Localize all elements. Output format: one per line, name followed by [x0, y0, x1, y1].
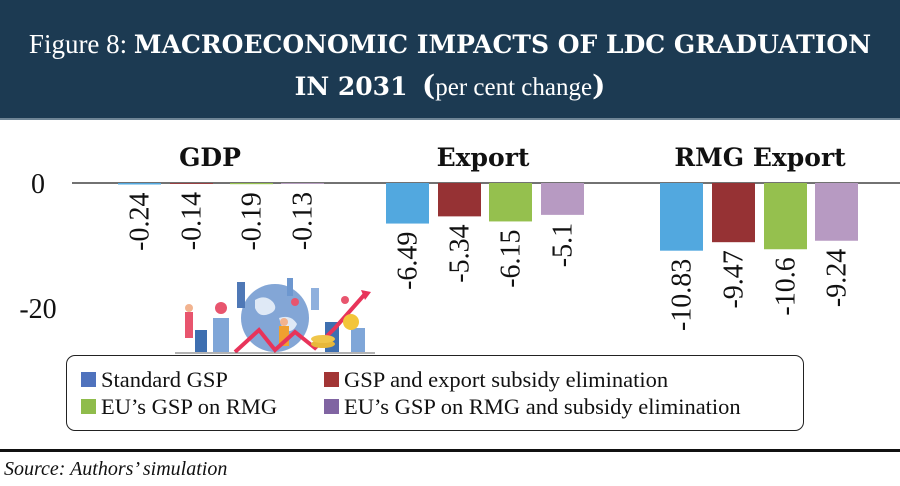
data-label: -0.19	[237, 192, 268, 250]
legend-swatch-eu-gsp-rmg-subsidy	[324, 399, 339, 414]
data-label: -6.15	[496, 229, 527, 287]
figure-number: Figure 8:	[28, 29, 134, 59]
data-label: -5.1	[548, 223, 579, 267]
bar	[815, 183, 858, 241]
global-economy-illustration-icon	[175, 278, 375, 354]
divider-rule	[0, 449, 900, 452]
bar	[118, 183, 161, 185]
data-label: -5.34	[445, 224, 476, 282]
bar	[281, 183, 324, 184]
chart-legend: Standard GSP GSP and export subsidy elim…	[66, 355, 804, 431]
y-tick-label: 0	[31, 169, 45, 200]
figure-title-line-2: IN 2031 (per cent change)	[0, 68, 900, 106]
legend-label: EU’s GSP on RMG and subsidy elimination	[344, 394, 741, 419]
figure-title-year: IN 2031	[294, 72, 408, 101]
legend-label: Standard GSP	[101, 367, 228, 392]
bar	[438, 183, 481, 217]
paren-close: )	[592, 69, 606, 102]
bar	[660, 183, 703, 251]
bar-chart: GDP Export RMG Export 0 -20 -0.24 -0.14 -0.19…	[19, 143, 900, 331]
source-note: Source: Authors’ simulation	[4, 458, 228, 480]
bar	[386, 183, 429, 224]
legend-label: EU’s GSP on RMG	[101, 394, 278, 419]
legend-swatch-standard-gsp	[81, 372, 96, 387]
legend-item-eu-gsp-rmg-subsidy: EU’s GSP on RMG and subsidy elimination	[324, 394, 741, 420]
data-label: -10.6	[771, 257, 802, 315]
bar	[170, 183, 213, 184]
paren-open: (	[421, 69, 436, 102]
bar	[230, 183, 273, 185]
figure-title: MACROECONOMIC IMPACTS OF LDC GRADUATION	[133, 30, 872, 59]
bar	[764, 183, 807, 250]
data-label: -0.13	[288, 192, 319, 250]
category-label: RMG Export	[674, 143, 846, 172]
legend-swatch-eu-gsp-rmg	[81, 399, 96, 414]
bar	[489, 183, 532, 222]
data-label: -0.14	[177, 192, 208, 250]
legend-item-eu-gsp-rmg: EU’s GSP on RMG	[81, 394, 277, 420]
category-label: Export	[437, 143, 530, 172]
figure-header: Figure 8: MACROECONOMIC IMPACTS OF LDC G…	[0, 0, 900, 120]
category-label: GDP	[179, 143, 241, 172]
y-tick-label: -20	[19, 294, 56, 325]
data-label: -0.24	[125, 193, 156, 251]
data-label: -6.49	[393, 232, 424, 290]
legend-item-standard-gsp: Standard GSP	[81, 367, 228, 393]
data-label: -9.24	[822, 249, 853, 307]
figure-title-line-1: Figure 8: MACROECONOMIC IMPACTS OF LDC G…	[0, 26, 900, 63]
legend-label: GSP and export subsidy elimination	[344, 367, 669, 392]
figure-unit: per cent change	[435, 74, 593, 101]
data-label: -10.83	[667, 259, 698, 331]
legend-swatch-gsp-export-subsidy	[324, 372, 339, 387]
bar	[712, 183, 755, 243]
bar	[541, 183, 584, 215]
data-label: -9.47	[719, 250, 750, 308]
legend-item-gsp-export-subsidy: GSP and export subsidy elimination	[324, 367, 668, 393]
